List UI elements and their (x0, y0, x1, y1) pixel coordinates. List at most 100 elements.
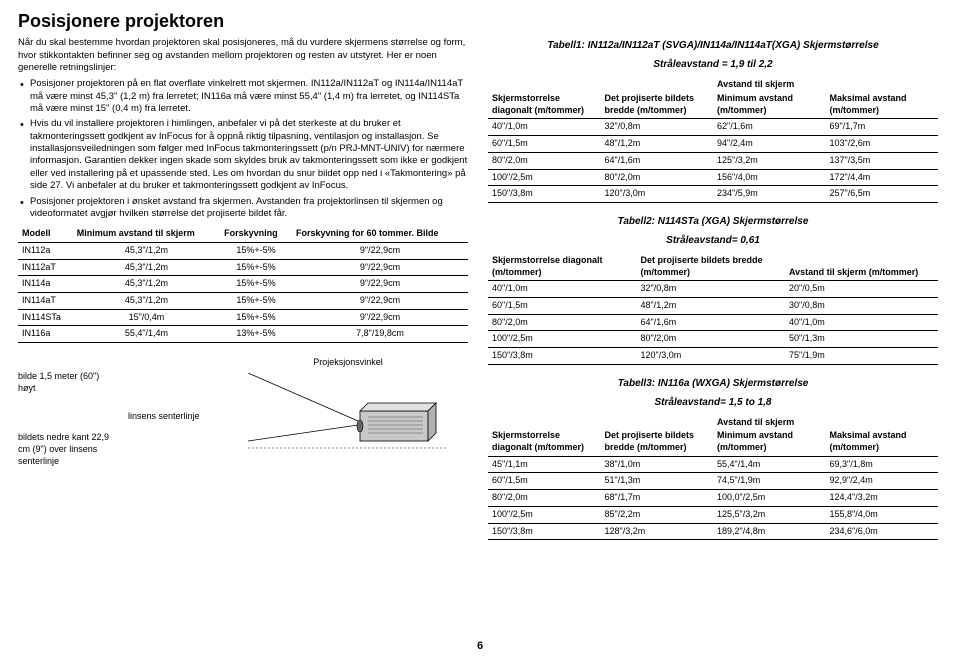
table-cell: IN116a (18, 326, 73, 343)
page-number: 6 (477, 639, 483, 653)
table-row: 60"/1,5m48"/1,2m30"/0,8m (488, 297, 938, 314)
page-title: Posisjonere projektoren (18, 10, 942, 33)
table-row: 80"/2,0m68"/1,7m100,0"/2,5m124,4"/3,2m (488, 490, 938, 507)
table-cell: 100"/2,5m (488, 506, 601, 523)
table-cell: 234,6"/6,0m (826, 523, 939, 540)
table-cell: 32"/0,8m (601, 119, 714, 136)
table-cell: 51"/1,3m (601, 473, 714, 490)
table-cell: IN112aT (18, 259, 73, 276)
models-table: Modell Minimum avstand til skjerm Forsky… (18, 226, 468, 343)
bullet-item: Posisjoner projektoren i ønsket avstand … (18, 196, 468, 221)
bullet-list: Posisjoner projektoren på en flat overfl… (18, 78, 468, 220)
table-cell: 15%+-5% (220, 276, 292, 293)
table-cell: 85"/2,2m (601, 506, 714, 523)
table-cell: 80"/2,0m (488, 490, 601, 507)
table-cell: 172"/4,4m (826, 169, 939, 186)
models-header: Forskyvning (220, 226, 292, 242)
table2: Skjermstorrelse diagonalt (m/tommer) Det… (488, 253, 938, 365)
table-cell: 100,0"/2,5m (713, 490, 826, 507)
table1-title: Tabell1: IN112a/IN112aT (SVGA)/IN114a/IN… (488, 39, 938, 52)
table-cell: 100"/2,5m (488, 169, 601, 186)
table-cell: 103"/2,6m (826, 136, 939, 153)
table-cell: 94"/2,4m (713, 136, 826, 153)
table-cell: 68"/1,7m (601, 490, 714, 507)
right-column: Tabell1: IN112a/IN112aT (SVGA)/IN114a/IN… (488, 37, 938, 552)
table-row: 80"/2,0m64"/1,6m125"/3,2m137"/3,5m (488, 152, 938, 169)
table-cell: 30"/0,8m (785, 297, 938, 314)
table-cell: 40"/1,0m (488, 281, 637, 298)
table-row: 45"/1,1m38"/1,0m55,4"/1,4m69,3"/1,8m (488, 456, 938, 473)
diagram-label-centerline: linsens senterlinje (128, 411, 238, 423)
table2-title: Tabell2: N114STa (XGA) Skjermstørrelse (488, 215, 938, 228)
table1-header: Skjermstorrelse diagonalt (m/tommer) (488, 91, 601, 119)
table-cell: 32"/0,8m (637, 281, 786, 298)
table-cell: IN114aT (18, 292, 73, 309)
table1-group-header: Avstand til skjerm (713, 77, 938, 91)
table-row: 60"/1,5m48"/1,2m94"/2,4m103"/2,6m (488, 136, 938, 153)
table-cell: 80"/2,0m (637, 331, 786, 348)
table-row: 80"/2,0m64"/1,6m40"/1,0m (488, 314, 938, 331)
intro-text: Når du skal bestemme hvordan projektoren… (18, 37, 468, 74)
projector-diagram: Projeksjonsvinkel (248, 357, 448, 467)
table-cell: 9"/22,9cm (292, 292, 468, 309)
table-cell: 38"/1,0m (601, 456, 714, 473)
diagram-label-bottom: bildets nedre kant 22,9 cm (9") over lin… (18, 432, 118, 467)
table-cell: 48"/1,2m (601, 136, 714, 153)
table1-header: Maksimal avstand (m/tommer) (826, 91, 939, 119)
table-cell: 92,9"/2,4m (826, 473, 939, 490)
table-cell: 60"/1,5m (488, 297, 637, 314)
table-cell: 40"/1,0m (488, 119, 601, 136)
diagram-area: bilde 1,5 meter (60") høyt bildets nedre… (18, 361, 468, 467)
table3: Avstand til skjerm Skjermstorrelse diago… (488, 415, 938, 541)
table-row: IN114STa15"/0,4m15%+-5%9"/22,9cm (18, 309, 468, 326)
table-cell: 15%+-5% (220, 292, 292, 309)
table-cell: 9"/22,9cm (292, 259, 468, 276)
table-cell: 45,3"/1,2m (73, 276, 220, 293)
table-cell: 45"/1,1m (488, 456, 601, 473)
table-cell: 155,8"/4,0m (826, 506, 939, 523)
bullet-item: Hvis du vil installere projektoren i him… (18, 118, 468, 192)
table2-subtitle: Stråleavstand= 0,61 (488, 234, 938, 247)
table-row: 40"/1,0m32"/0,8m62"/1,6m69"/1,7m (488, 119, 938, 136)
bullet-item: Posisjoner projektoren på en flat overfl… (18, 78, 468, 115)
table2-header: Skjermstorrelse diagonalt (m/tommer) (488, 253, 637, 281)
table-cell: 80"/2,0m (488, 152, 601, 169)
table-cell: 9"/22,9cm (292, 309, 468, 326)
table-cell: 50"/1,3m (785, 331, 938, 348)
table-cell: 257"/6,5m (826, 186, 939, 203)
table-row: IN116a55,4"/1,4m13%+-5%7,8"/19,8cm (18, 326, 468, 343)
table-row: 100"/2,5m80"/2,0m50"/1,3m (488, 331, 938, 348)
table-cell: 13%+-5% (220, 326, 292, 343)
table-row: 60"/1,5m51"/1,3m74,5"/1,9m92,9"/2,4m (488, 473, 938, 490)
table-cell: IN114STa (18, 309, 73, 326)
table1: Avstand til skjerm Skjermstorrelse diago… (488, 77, 938, 203)
table-cell: 64"/1,6m (601, 152, 714, 169)
table-row: 150"/3,8m120"/3,0m234"/5,9m257"/6,5m (488, 186, 938, 203)
table-cell: 75"/1,9m (785, 348, 938, 365)
table-cell: IN114a (18, 276, 73, 293)
table-cell: 150"/3,8m (488, 186, 601, 203)
table-cell: 156"/4,0m (713, 169, 826, 186)
table3-header: Maksimal avstand (m/tommer) (826, 428, 939, 456)
models-header: Minimum avstand til skjerm (73, 226, 220, 242)
table-cell: 15%+-5% (220, 309, 292, 326)
table-cell: 15%+-5% (220, 242, 292, 259)
table-row: 40"/1,0m32"/0,8m20"/0,5m (488, 281, 938, 298)
models-header: Modell (18, 226, 73, 242)
table-cell: 69,3"/1,8m (826, 456, 939, 473)
table-cell: 125"/3,2m (713, 152, 826, 169)
table-row: 100"/2,5m85"/2,2m125,5"/3,2m155,8"/4,0m (488, 506, 938, 523)
table2-header: Avstand til skjerm (m/tommer) (785, 253, 938, 281)
table-cell: 125,5"/3,2m (713, 506, 826, 523)
table-cell: 74,5"/1,9m (713, 473, 826, 490)
table-cell: 120"/3,0m (601, 186, 714, 203)
table-cell: 69"/1,7m (826, 119, 939, 136)
table-cell: 45,3"/1,2m (73, 292, 220, 309)
table-cell: 45,3"/1,2m (73, 259, 220, 276)
table-cell: 9"/22,9cm (292, 276, 468, 293)
left-column: Når du skal bestemme hvordan projektoren… (18, 37, 468, 552)
table-cell: 20"/0,5m (785, 281, 938, 298)
table1-header: Det projiserte bildets bredde (m/tommer) (601, 91, 714, 119)
table-cell: 15%+-5% (220, 259, 292, 276)
table-cell: 60"/1,5m (488, 136, 601, 153)
